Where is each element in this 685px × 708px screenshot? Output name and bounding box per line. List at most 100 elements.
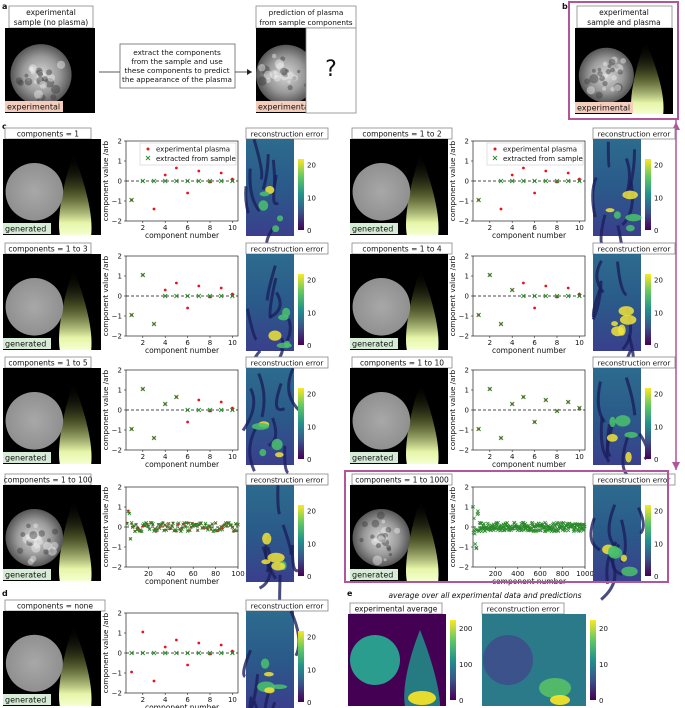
disk-texture bbox=[380, 539, 385, 544]
error-streak bbox=[589, 517, 601, 552]
highlight-frame-b bbox=[568, 1, 679, 120]
extracted-point bbox=[563, 528, 568, 533]
error-streak bbox=[249, 674, 260, 708]
extracted-point bbox=[185, 178, 190, 184]
disk-texture bbox=[36, 97, 40, 102]
y-tick-label: 1 bbox=[118, 504, 122, 512]
error-hotspot bbox=[625, 451, 632, 463]
x-tick-label: 600 bbox=[534, 570, 547, 578]
extracted-point bbox=[566, 528, 571, 533]
generated-tag-bg bbox=[3, 694, 51, 705]
e-caption: average over all experimental data and p… bbox=[388, 591, 581, 600]
extracted-point bbox=[565, 399, 571, 405]
error-streak bbox=[606, 141, 611, 169]
colorbar-tick-label: 10 bbox=[599, 661, 608, 669]
generated-tag: generated bbox=[352, 454, 393, 463]
extracted-point bbox=[207, 178, 213, 184]
e-error-hotspot bbox=[550, 695, 570, 705]
generated-tag-bg bbox=[3, 452, 51, 463]
panel-letter-e: e bbox=[347, 589, 353, 598]
y-tick-label: 1 bbox=[465, 387, 469, 395]
extracted-point bbox=[505, 520, 510, 525]
y-tick-label: −2 bbox=[112, 690, 122, 698]
extracted-point bbox=[127, 511, 132, 516]
sample-title: sample (no plasma) bbox=[14, 18, 89, 27]
colorbar-tick-label: 20 bbox=[654, 391, 663, 399]
extracted-point bbox=[161, 521, 165, 526]
none-title: components = none bbox=[17, 602, 93, 611]
y-tick-label: −1 bbox=[112, 198, 122, 206]
y-tick-label: 1 bbox=[465, 273, 469, 281]
disk-texture bbox=[258, 63, 266, 72]
extracted-point bbox=[234, 528, 239, 533]
y-tick-label: 2 bbox=[118, 253, 122, 261]
disk-texture bbox=[383, 558, 387, 562]
disk-texture bbox=[291, 74, 299, 81]
error-streak bbox=[248, 168, 261, 213]
generated-tag: generated bbox=[5, 696, 46, 705]
components-title: components = 1 to 4 bbox=[362, 245, 441, 254]
extracted-point bbox=[185, 650, 190, 656]
extracted-point bbox=[185, 293, 190, 299]
colorbar-tick-label: 0 bbox=[654, 456, 658, 464]
colorbar-tick-label: 20 bbox=[307, 277, 316, 285]
disk-texture bbox=[27, 558, 34, 565]
error-streak bbox=[596, 381, 606, 423]
disk-texture bbox=[361, 521, 368, 528]
components-title: components = 1 to 1000 bbox=[355, 476, 449, 485]
error-hotspot bbox=[622, 190, 638, 200]
sample-disk bbox=[5, 392, 64, 450]
extracted-point bbox=[174, 528, 179, 533]
extracted-point bbox=[129, 197, 134, 203]
error-heatmap bbox=[246, 368, 294, 465]
colorbar-tick-label: 20 bbox=[654, 277, 663, 285]
experimental-point bbox=[197, 284, 201, 288]
disk-texture bbox=[599, 75, 605, 82]
experimental-point bbox=[544, 169, 548, 173]
error-streak bbox=[624, 377, 637, 416]
disk-texture bbox=[372, 555, 383, 566]
extracted-point bbox=[474, 545, 479, 550]
x-tick-label: 2 bbox=[488, 339, 492, 347]
extracted-point bbox=[532, 419, 537, 425]
disk-texture bbox=[280, 67, 288, 76]
y-axis-label: component value /arb bbox=[101, 486, 110, 567]
disk-texture bbox=[380, 527, 390, 536]
y-tick-label: 1 bbox=[118, 387, 122, 395]
extracted-point bbox=[476, 197, 481, 203]
extracted-point bbox=[210, 522, 215, 526]
error-hotspot bbox=[611, 326, 625, 337]
extracted-point bbox=[581, 528, 586, 533]
disk-texture bbox=[265, 77, 271, 84]
generated-tag: generated bbox=[5, 340, 46, 349]
extracted-point bbox=[230, 650, 235, 656]
colorbar-tick-label: 20 bbox=[654, 508, 663, 516]
disk-texture bbox=[370, 534, 375, 540]
legend-extracted-marker bbox=[492, 155, 498, 161]
extracted-point bbox=[230, 178, 235, 184]
extracted-point bbox=[543, 293, 549, 299]
disk-texture bbox=[44, 77, 55, 88]
disk-texture bbox=[33, 90, 43, 100]
y-tick-label: −2 bbox=[112, 564, 122, 572]
legend bbox=[486, 142, 584, 166]
disk-texture bbox=[611, 75, 617, 81]
x-tick-label: 60 bbox=[189, 570, 198, 578]
extracted-point bbox=[559, 525, 564, 529]
x-axis-label: component number bbox=[145, 577, 220, 586]
prediction-experimental-tag-bg bbox=[256, 101, 314, 112]
disk-texture bbox=[37, 536, 42, 542]
extracted-point bbox=[509, 401, 515, 407]
error-hotspot bbox=[272, 225, 280, 233]
extracted-point bbox=[523, 521, 528, 526]
disk-texture bbox=[282, 72, 288, 78]
x-tick-label: 20 bbox=[144, 570, 153, 578]
extracted-point bbox=[151, 650, 157, 656]
extracted-point bbox=[498, 178, 504, 184]
experimental-point bbox=[197, 398, 201, 402]
extracted-point bbox=[146, 524, 151, 529]
disk-texture bbox=[26, 533, 34, 542]
plasma-plume bbox=[59, 625, 92, 706]
x-axis-label: component number bbox=[492, 460, 567, 469]
colorbar bbox=[298, 388, 304, 459]
